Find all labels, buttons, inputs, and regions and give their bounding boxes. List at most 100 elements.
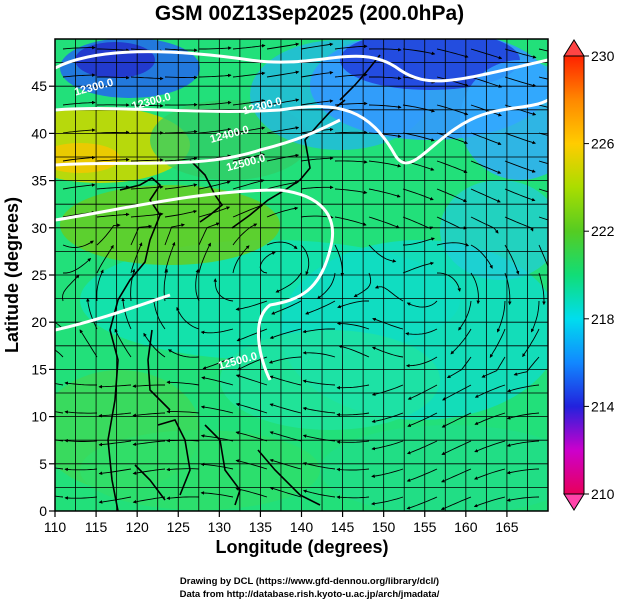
streamline	[235, 402, 268, 414]
streamline	[302, 379, 336, 386]
streamline	[96, 212, 130, 218]
streamline	[337, 300, 370, 309]
streamline	[269, 431, 302, 442]
streamline	[334, 244, 345, 277]
streamline	[269, 375, 302, 386]
streamline	[406, 300, 438, 308]
streamline	[538, 48, 548, 52]
streamline	[166, 409, 200, 414]
streamline	[143, 332, 166, 358]
y-tick-label: 10	[31, 409, 47, 425]
streamline	[368, 104, 402, 109]
streamline	[371, 440, 404, 451]
streamline	[436, 242, 470, 247]
streamline	[336, 321, 370, 330]
x-tick-label: 110	[44, 519, 67, 535]
streamline	[538, 272, 546, 306]
colorbar: 230 226 222 218 214 210	[563, 39, 615, 511]
streamline	[300, 244, 310, 276]
streamline	[470, 272, 481, 305]
streamline	[235, 374, 268, 386]
streamline	[55, 467, 64, 470]
streamline	[405, 328, 438, 336]
y-axis-label: Latitude (degrees)	[2, 197, 22, 353]
streamline	[506, 468, 540, 475]
streamline	[232, 153, 266, 162]
streamline	[406, 468, 438, 482]
streamline	[336, 412, 370, 417]
streamline	[368, 47, 402, 52]
streamline	[130, 212, 164, 218]
streamline	[470, 132, 502, 146]
streamline	[266, 70, 300, 78]
streamline	[130, 185, 164, 190]
streamline	[371, 468, 404, 478]
streamline	[436, 104, 469, 116]
x-tick-label: 160	[454, 519, 478, 535]
streamline	[474, 440, 506, 453]
streamline	[232, 99, 266, 106]
streamline	[441, 412, 472, 428]
streamline	[334, 101, 368, 106]
streamline	[64, 381, 97, 386]
streamline	[232, 71, 266, 78]
y-tick-label: 0	[39, 503, 47, 519]
x-axis: 110 115 120 125 130 135 140 145 150 155 160 165	[44, 511, 519, 535]
streamline	[121, 297, 132, 330]
streamline	[97, 48, 130, 52]
streamline	[336, 440, 370, 444]
streamline	[152, 298, 166, 330]
colorbar-tick-label: 214	[591, 398, 615, 414]
streamline	[302, 461, 336, 470]
streamline	[97, 75, 130, 80]
streamline	[167, 349, 200, 358]
streamline	[406, 496, 438, 510]
streamline	[176, 306, 200, 330]
streamline	[440, 496, 472, 511]
streamline	[402, 261, 435, 274]
y-tick-label: 30	[31, 220, 47, 236]
streamline	[130, 224, 153, 246]
credit-line-data: Data from http://database.rish.kyoto-u.a…	[179, 589, 440, 600]
streamline	[405, 356, 438, 368]
streamline	[368, 244, 397, 263]
streamline	[334, 44, 368, 50]
streamline	[235, 300, 268, 311]
streamline	[436, 132, 468, 145]
streamline	[336, 467, 370, 472]
streamline	[166, 380, 200, 386]
streamline	[538, 76, 548, 80]
streamline	[202, 356, 234, 370]
streamline	[538, 104, 548, 108]
streamline	[130, 268, 136, 302]
streamline	[436, 48, 469, 58]
streamline	[504, 132, 536, 145]
streamline	[198, 242, 211, 274]
streamline	[55, 411, 64, 414]
streamline	[406, 440, 438, 455]
streamline	[232, 179, 265, 190]
streamline	[504, 216, 534, 232]
streamline	[114, 328, 132, 358]
x-tick-label: 165	[495, 519, 519, 535]
streamline	[371, 412, 404, 424]
streamline	[513, 356, 540, 376]
streamline	[62, 240, 94, 248]
streamline	[369, 76, 402, 81]
streamline	[504, 160, 536, 173]
streamline	[198, 73, 232, 78]
streamline	[506, 412, 540, 420]
streamline	[470, 104, 502, 117]
y-tick-label: 20	[31, 314, 47, 330]
streamline	[470, 76, 503, 88]
colorbar-max-arrow	[563, 39, 585, 57]
streamline	[470, 216, 499, 234]
streamline	[195, 269, 200, 302]
streamline	[165, 102, 198, 107]
streamline	[402, 188, 434, 201]
streamline	[470, 48, 503, 60]
streamline	[199, 46, 232, 50]
streamline	[96, 157, 130, 162]
streamline	[470, 160, 502, 174]
x-tick-label: 155	[413, 519, 437, 535]
